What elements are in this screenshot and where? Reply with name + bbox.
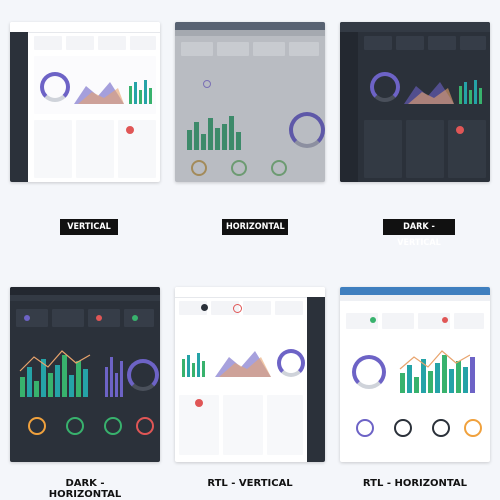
label-dark-vertical: DARK - VERTICAL xyxy=(383,219,455,248)
stat-tile xyxy=(382,313,414,329)
stat-tile xyxy=(428,36,456,50)
donut-chart xyxy=(127,359,159,391)
stat-tile xyxy=(289,42,319,56)
preview-horizontal[interactable] xyxy=(175,22,325,182)
stat-ring xyxy=(132,315,138,321)
preview-rtl-vertical[interactable] xyxy=(175,287,325,462)
topbar xyxy=(175,22,325,30)
list-panel xyxy=(267,395,303,455)
label-vertical: VERTICAL xyxy=(60,219,118,235)
stat-tile xyxy=(179,301,207,315)
topbar xyxy=(175,287,325,298)
stat-ring xyxy=(442,317,448,323)
topbar xyxy=(10,287,160,295)
stat-tile xyxy=(364,36,392,50)
topbar xyxy=(10,22,160,33)
stat-ring xyxy=(203,80,211,88)
list-panel xyxy=(364,120,402,178)
stat-ring xyxy=(370,317,376,323)
bar-chart xyxy=(459,80,482,104)
label-rtl-horizontal: RTL - HORIZONTAL xyxy=(362,478,468,489)
label-horizontal: HORIZONTAL xyxy=(222,219,288,235)
donut-chart xyxy=(370,72,400,102)
donut-chart xyxy=(277,349,305,377)
preview-vertical[interactable] xyxy=(10,22,160,182)
progress-ring xyxy=(231,160,247,176)
sidebar xyxy=(307,297,325,462)
stat-tile xyxy=(66,36,94,50)
progress-ring xyxy=(104,417,122,435)
preview-dark-vertical[interactable] xyxy=(340,22,490,182)
progress-ring xyxy=(394,419,412,437)
progress-ring xyxy=(136,417,154,435)
profile-panel xyxy=(118,120,156,178)
list-panel xyxy=(34,120,72,178)
progress-ring xyxy=(191,160,207,176)
stat-ring xyxy=(96,315,102,321)
label-dark-horizontal: DARK - HORIZONTAL xyxy=(48,478,122,500)
list-panel xyxy=(76,120,114,178)
stat-tile xyxy=(130,36,156,50)
avatar xyxy=(456,126,464,134)
menubar xyxy=(10,295,160,301)
area-chart xyxy=(404,82,454,104)
bar-chart xyxy=(187,116,241,150)
bar-chart-small xyxy=(105,357,123,397)
bar-chart xyxy=(399,350,475,393)
stat-ring xyxy=(233,304,242,313)
sidebar xyxy=(10,32,28,182)
list-panel xyxy=(406,120,444,178)
menubar xyxy=(175,30,325,36)
stat-ring xyxy=(24,315,30,321)
stat-tile xyxy=(460,36,486,50)
progress-ring xyxy=(464,419,482,437)
stat-tile xyxy=(52,309,84,327)
area-chart xyxy=(215,351,271,377)
avatar xyxy=(195,399,203,407)
progress-ring xyxy=(432,419,450,437)
stat-tile xyxy=(98,36,126,50)
stat-tile xyxy=(396,36,424,50)
progress-ring xyxy=(28,417,46,435)
stat-tile xyxy=(243,301,271,315)
menubar xyxy=(340,295,490,301)
preview-dark-horizontal[interactable] xyxy=(10,287,160,462)
bar-chart xyxy=(129,80,152,104)
label-rtl-vertical: RTL - VERTICAL xyxy=(207,478,293,489)
donut-chart xyxy=(40,72,70,102)
preview-rtl-horizontal[interactable] xyxy=(340,287,490,462)
topbar xyxy=(340,22,490,32)
donut-chart xyxy=(352,355,386,389)
stat-tile xyxy=(211,301,239,315)
area-chart xyxy=(74,82,124,104)
stat-tile xyxy=(124,309,154,327)
sidebar xyxy=(340,32,358,182)
stat-tile xyxy=(275,301,303,315)
stat-ring xyxy=(201,304,208,311)
stat-tile xyxy=(217,42,249,56)
avatar xyxy=(126,126,134,134)
progress-ring xyxy=(66,417,84,435)
donut-chart xyxy=(289,112,325,148)
bar-chart xyxy=(19,350,91,397)
stat-tile xyxy=(34,36,62,50)
progress-ring xyxy=(271,160,287,176)
list-panel xyxy=(223,395,263,455)
bar-chart xyxy=(182,353,205,377)
stat-tile xyxy=(253,42,285,56)
stat-tile xyxy=(88,309,120,327)
topbar xyxy=(340,287,490,295)
profile-panel xyxy=(448,120,486,178)
progress-ring xyxy=(356,419,374,437)
stat-tile xyxy=(454,313,484,329)
stat-tile xyxy=(16,309,48,327)
stat-tile xyxy=(181,42,213,56)
